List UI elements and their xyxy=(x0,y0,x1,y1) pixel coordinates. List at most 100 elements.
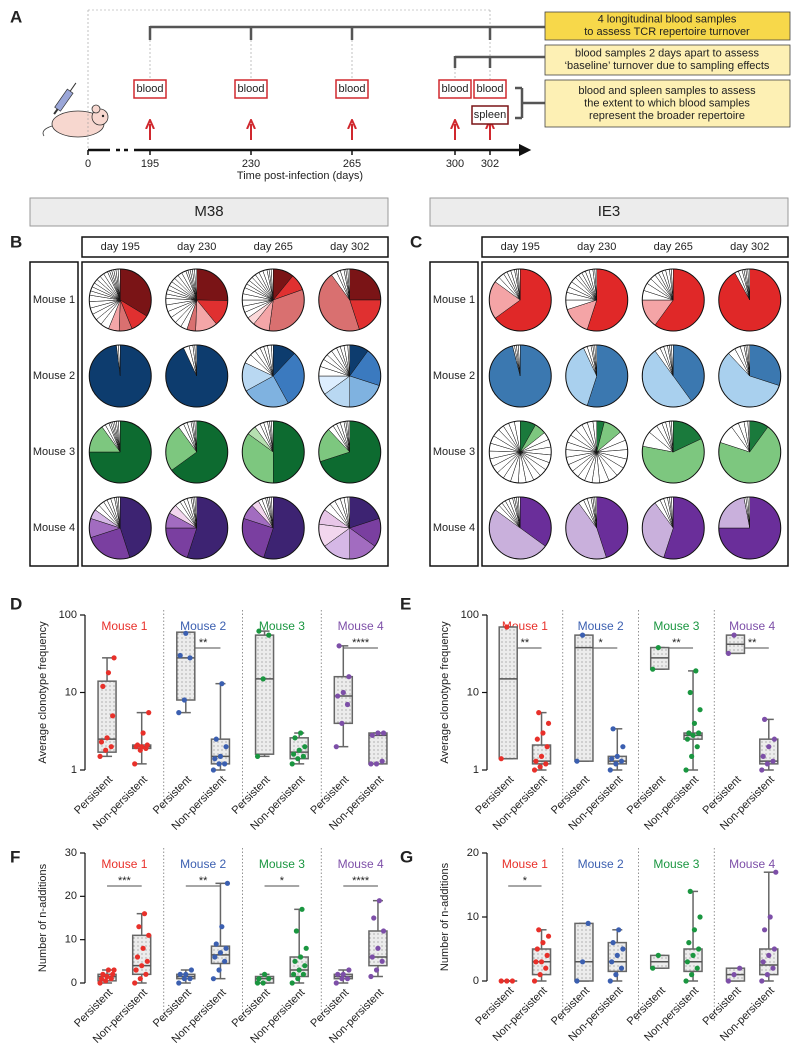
pie-outline xyxy=(641,344,705,408)
data-point xyxy=(105,967,112,973)
x-tick-label: 195 xyxy=(141,158,159,170)
data-point xyxy=(108,744,114,750)
data-point xyxy=(538,753,545,759)
sample-label: blood xyxy=(238,83,265,95)
mouse-label: Mouse 4 xyxy=(338,619,384,633)
data-point xyxy=(296,967,302,973)
data-point xyxy=(212,954,218,960)
data-point xyxy=(110,713,116,719)
significance: ** xyxy=(199,637,208,649)
data-point xyxy=(691,927,698,933)
data-point xyxy=(369,732,375,738)
y-tick-label: 1 xyxy=(473,764,479,776)
data-point xyxy=(574,758,580,764)
sample-box xyxy=(234,79,268,99)
data-point xyxy=(289,980,295,986)
data-point xyxy=(133,967,139,973)
panel-label: A xyxy=(10,7,22,26)
pie-outline xyxy=(488,344,552,408)
data-point xyxy=(614,952,620,959)
day-label: day 195 xyxy=(501,241,540,253)
callout-text: to assess TCR repertoire turnover xyxy=(584,26,750,38)
data-point xyxy=(690,732,696,738)
data-point xyxy=(609,959,615,965)
data-point xyxy=(379,958,385,964)
mouse-label: Mouse 1 xyxy=(101,619,147,633)
callout-box xyxy=(544,44,791,76)
panel-label: F xyxy=(10,847,20,866)
mouse-icon xyxy=(42,82,109,138)
callout-text: the extent to which blood samples xyxy=(584,97,750,109)
data-point xyxy=(137,976,143,982)
data-point xyxy=(217,753,224,759)
data-point xyxy=(210,767,217,773)
data-point xyxy=(650,666,656,672)
data-point xyxy=(689,753,695,759)
day-header-box xyxy=(81,236,389,258)
pie-outline xyxy=(165,268,229,332)
data-point xyxy=(111,655,117,661)
data-point xyxy=(344,701,351,708)
callout-text: blood samples 2 days apart to assess xyxy=(575,48,760,60)
data-point xyxy=(298,954,304,960)
data-point xyxy=(339,976,345,982)
data-point xyxy=(614,753,620,759)
data-point xyxy=(534,736,540,742)
pie-outline xyxy=(488,420,552,484)
callout-box xyxy=(544,79,791,128)
data-point xyxy=(333,744,339,750)
x-tick-label: 0 xyxy=(85,158,91,170)
y-tick-label: 10 xyxy=(65,686,77,698)
sample-label: blood xyxy=(137,83,164,95)
data-point xyxy=(132,761,138,767)
data-point xyxy=(302,963,308,969)
data-point xyxy=(696,946,702,952)
data-point xyxy=(697,914,703,920)
data-point xyxy=(737,965,743,971)
data-point xyxy=(375,730,381,736)
significance: ** xyxy=(748,637,757,649)
pie-outline xyxy=(565,496,629,560)
pie-outline xyxy=(718,496,782,560)
data-point xyxy=(613,972,619,978)
data-point xyxy=(210,976,217,982)
box xyxy=(333,675,354,725)
data-point xyxy=(292,958,298,964)
data-point xyxy=(295,756,301,762)
data-point xyxy=(766,952,772,959)
data-point xyxy=(544,952,550,959)
data-point xyxy=(140,730,146,736)
data-point xyxy=(111,967,117,973)
sample-label: spleen xyxy=(474,109,506,121)
data-point xyxy=(380,928,387,934)
data-point xyxy=(686,940,692,946)
mouse-label: Mouse 4 xyxy=(729,619,775,633)
box xyxy=(574,634,594,762)
data-point xyxy=(293,928,299,934)
data-point xyxy=(498,756,504,762)
data-point xyxy=(183,630,189,636)
data-point xyxy=(537,972,543,978)
data-point xyxy=(176,980,182,986)
data-point xyxy=(213,736,219,742)
data-point xyxy=(110,971,116,977)
sample-box xyxy=(471,105,509,125)
data-point xyxy=(289,761,295,767)
data-point xyxy=(761,716,768,722)
data-point xyxy=(620,946,626,952)
data-point xyxy=(770,758,776,764)
panel-label: C xyxy=(410,232,422,251)
mouse-label: Mouse 2 xyxy=(33,370,75,382)
data-point xyxy=(543,965,549,971)
data-point xyxy=(376,898,382,904)
data-point xyxy=(618,965,625,971)
mouse-label: Mouse 1 xyxy=(101,857,147,871)
mouse-label: Mouse 4 xyxy=(33,522,75,534)
data-point xyxy=(146,710,152,716)
pie-outline xyxy=(88,344,152,408)
sample-box xyxy=(473,79,507,99)
data-point xyxy=(103,978,109,984)
data-point xyxy=(725,650,732,656)
mouse-label: Mouse 3 xyxy=(653,857,699,871)
